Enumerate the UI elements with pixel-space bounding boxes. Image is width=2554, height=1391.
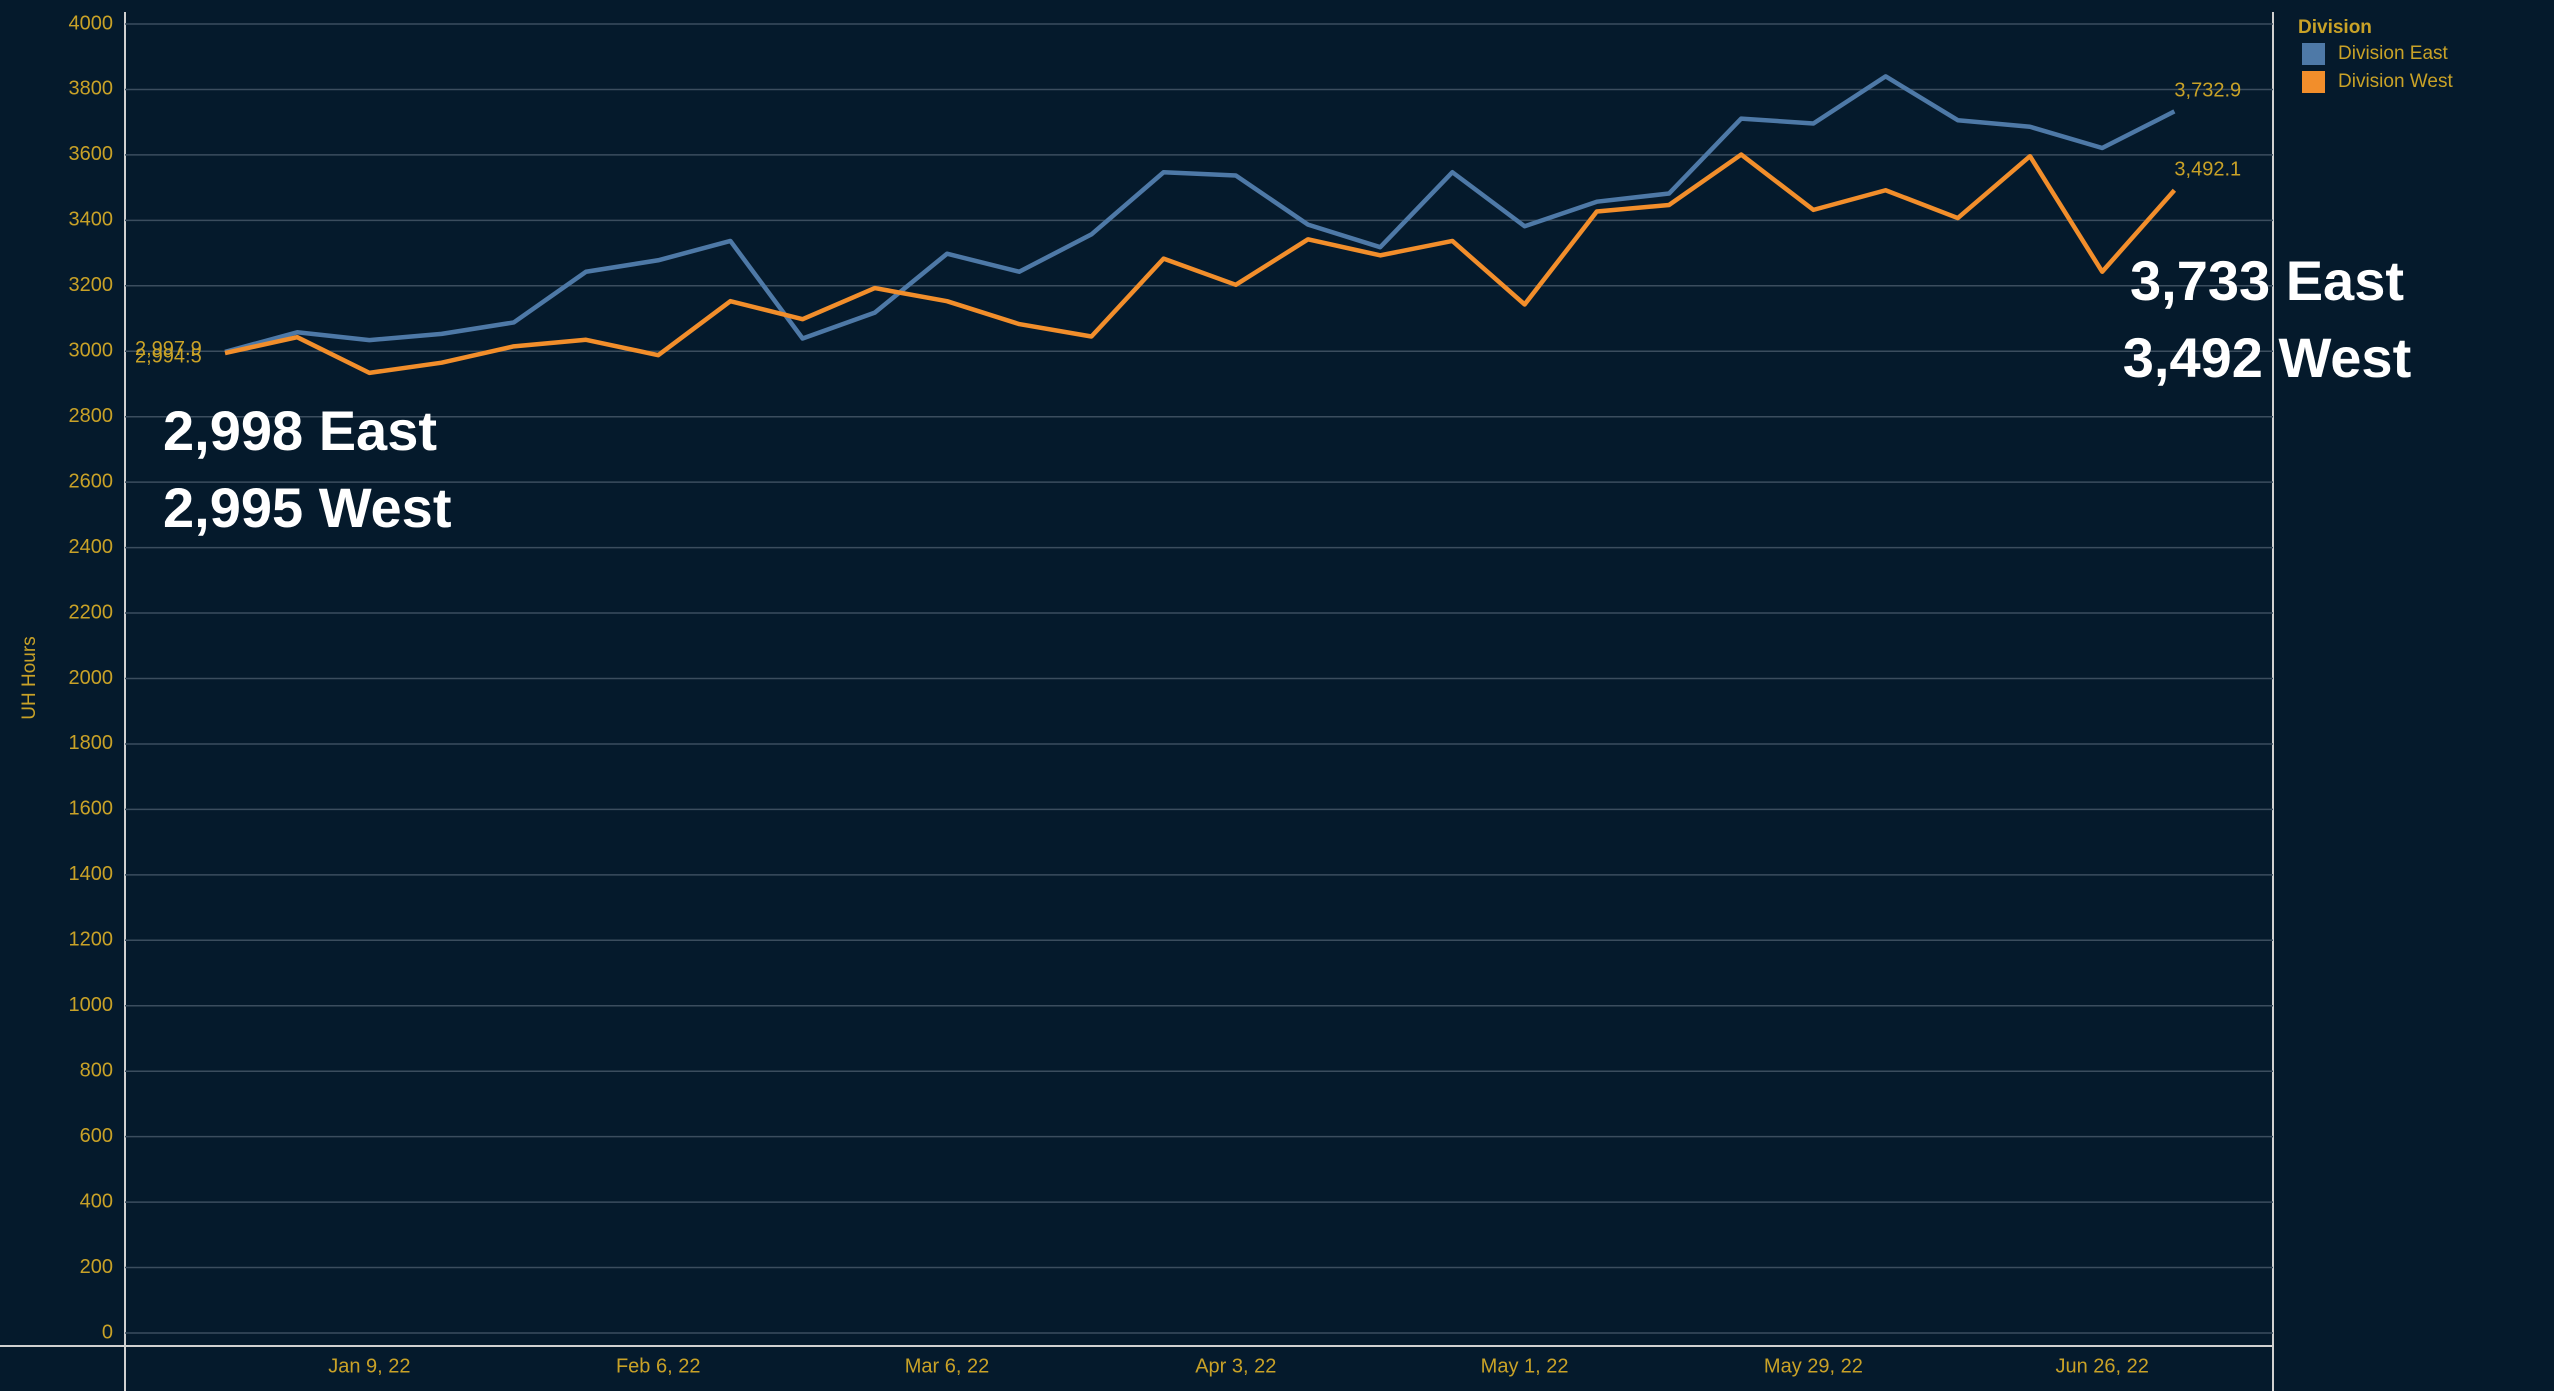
x-tick-label: Apr 3, 22 — [1195, 1355, 1276, 1377]
data-label: 2,994.5 — [135, 345, 202, 367]
series-line — [224, 74, 2176, 355]
annotation: 2,998 East — [163, 399, 437, 462]
y-tick-label: 3800 — [69, 78, 114, 100]
x-tick-label: Jan 9, 22 — [328, 1355, 410, 1377]
y-tick-label: 1800 — [69, 732, 114, 754]
series-line — [224, 152, 2177, 376]
y-tick-label: 2600 — [69, 470, 114, 492]
legend-label: Division East — [2338, 43, 2449, 64]
y-tick-label: 2800 — [69, 405, 114, 427]
y-tick-label: 200 — [80, 1256, 113, 1278]
y-axis-label: UH Hours — [19, 636, 40, 719]
x-tick-label: May 1, 22 — [1481, 1355, 1569, 1377]
y-tick-label: 2200 — [69, 601, 114, 623]
y-tick-label: 3600 — [69, 143, 114, 165]
y-tick-label: 600 — [80, 1125, 113, 1147]
legend-swatch — [2302, 43, 2325, 65]
y-tick-label: 3000 — [69, 340, 114, 362]
y-tick-label: 400 — [80, 1190, 113, 1212]
y-tick-label: 2400 — [69, 536, 114, 558]
annotation: 2,995 West — [163, 476, 451, 539]
x-tick-label: Jun 26, 22 — [2055, 1355, 2148, 1377]
legend-swatch — [2302, 71, 2325, 93]
y-tick-label: 4000 — [69, 12, 114, 34]
annotation: 3,492 West — [2123, 326, 2411, 389]
x-tick-label: Feb 6, 22 — [616, 1355, 701, 1377]
data-label: 3,732.9 — [2174, 80, 2241, 102]
y-tick-label: 0 — [102, 1321, 113, 1343]
annotation: 3,733 East — [2130, 249, 2404, 312]
y-tick-label: 1600 — [69, 798, 114, 820]
data-label: 2,997.9 — [135, 338, 202, 360]
x-tick-label: Mar 6, 22 — [905, 1355, 989, 1377]
y-tick-label: 800 — [80, 1059, 113, 1081]
data-label: 3,492.1 — [2174, 158, 2241, 180]
y-tick-label: 2000 — [69, 667, 114, 689]
y-tick-label: 3200 — [69, 274, 114, 296]
legend-title: Division — [2298, 17, 2372, 38]
x-tick-label: May 29, 22 — [1764, 1355, 1863, 1377]
y-tick-label: 1400 — [69, 863, 114, 885]
y-tick-label: 1000 — [69, 994, 114, 1016]
y-tick-label: 3400 — [69, 209, 114, 231]
legend-label: Division West — [2338, 71, 2453, 92]
y-tick-label: 1200 — [69, 929, 114, 951]
